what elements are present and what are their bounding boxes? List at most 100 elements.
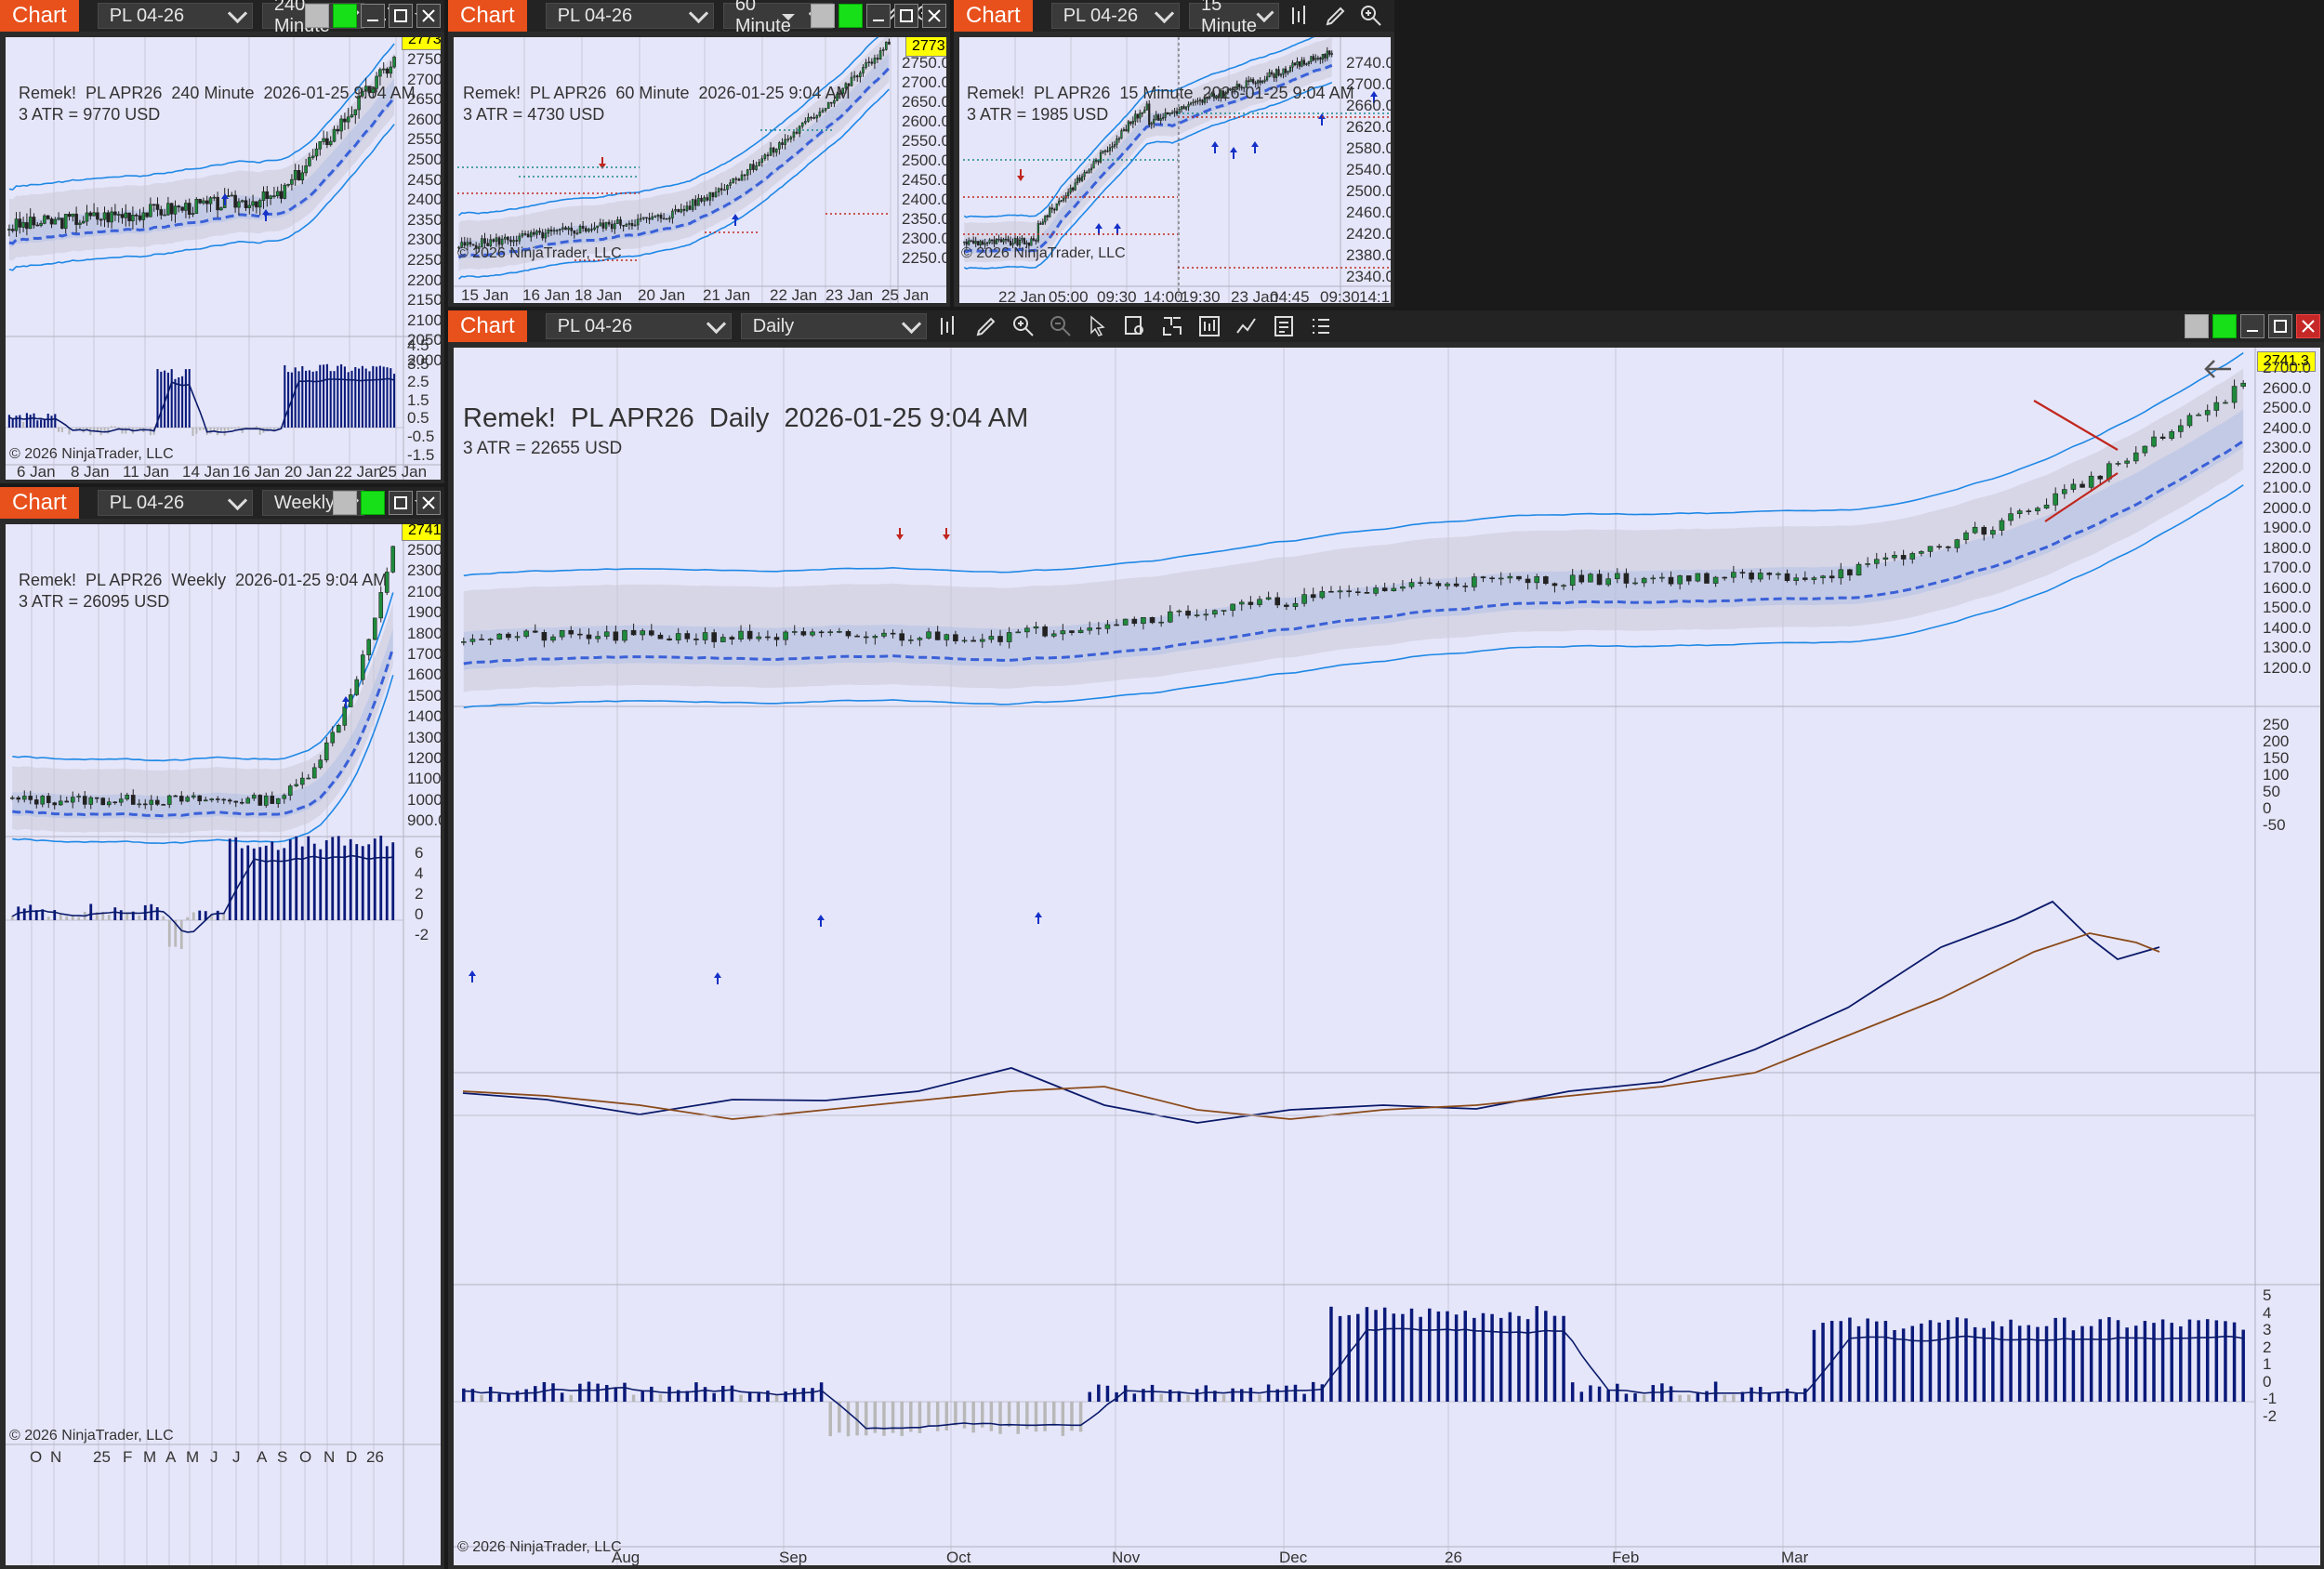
candle <box>837 627 842 634</box>
candle <box>1050 204 1053 214</box>
chart-tab[interactable]: Chart <box>448 310 527 342</box>
candle <box>671 208 674 224</box>
dropdown-arrow-icon[interactable] <box>775 4 801 30</box>
chart-panel[interactable]: Remek! PL APR26 Weekly 2026-01-25 9:04 A… <box>6 524 441 1565</box>
histogram-bar <box>2098 1319 2103 1402</box>
candle <box>1279 73 1283 78</box>
strategies-icon[interactable] <box>1271 313 1297 339</box>
chart-tab[interactable]: Chart <box>954 0 1033 32</box>
candle <box>622 224 625 231</box>
maximize-button[interactable] <box>894 4 918 28</box>
histogram-bar <box>497 1393 502 1402</box>
candle <box>503 233 507 244</box>
buy-arrow-icon <box>1095 223 1103 235</box>
candle <box>1981 525 1987 541</box>
histogram-bar <box>111 426 113 428</box>
candle <box>1900 549 1907 566</box>
price-tick: 2540.0 <box>1346 161 1391 178</box>
chart-tab[interactable]: Chart <box>448 0 527 32</box>
candle <box>145 212 149 218</box>
candle <box>1561 584 1566 590</box>
link-button[interactable] <box>2212 314 2237 338</box>
indicators-icon[interactable] <box>1234 313 1260 339</box>
candle <box>619 216 622 230</box>
candle <box>1263 75 1266 84</box>
templates-icon[interactable] <box>1308 313 1334 339</box>
pencil-icon[interactable] <box>1324 3 1348 29</box>
chart-panel[interactable]: Remek! PL APR26 Daily 2026-01-25 9:04 AM… <box>454 348 2320 1565</box>
instrument-selector[interactable]: PL 04-26 <box>545 3 714 29</box>
properties-icon[interactable] <box>1159 313 1185 339</box>
zoom-in-icon[interactable] <box>1010 313 1037 339</box>
histogram-bar <box>46 413 49 428</box>
chart-tab[interactable]: Chart <box>0 0 79 32</box>
chart-tab[interactable]: Chart <box>0 487 79 519</box>
period-label: Daily <box>752 315 795 336</box>
candle <box>1030 236 1033 246</box>
time-tick: 11 Jan <box>123 463 169 480</box>
candle <box>1820 574 1826 585</box>
data-box-icon[interactable] <box>1122 313 1148 339</box>
chart-panel[interactable]: Remek! PL APR26 15 Minute 2026-01-25 9:0… <box>959 37 1391 303</box>
candle <box>390 546 396 574</box>
close-button[interactable] <box>2296 314 2320 338</box>
candle <box>1009 236 1012 246</box>
candle <box>1793 574 1799 586</box>
instrument-selector[interactable]: PL 04-26 <box>97 3 253 29</box>
histogram-bar <box>1579 1391 1584 1402</box>
color-swatch-button[interactable] <box>333 491 357 515</box>
close-button[interactable] <box>416 4 441 28</box>
histogram-bar <box>11 418 14 428</box>
link-button[interactable] <box>361 491 385 515</box>
candle <box>786 135 790 143</box>
instrument-selector[interactable]: PL 04-26 <box>97 490 253 516</box>
candle <box>1829 570 1835 583</box>
price-tick: 2650.0 <box>407 90 441 109</box>
period-selector[interactable]: Daily <box>740 313 927 339</box>
histogram-bar <box>1034 1402 1038 1432</box>
zoom-in-icon[interactable] <box>1359 3 1383 29</box>
maximize-button[interactable] <box>389 4 413 28</box>
histogram-bar <box>1991 1321 1995 1402</box>
bar-type-icon[interactable] <box>1288 3 1313 29</box>
link-button[interactable] <box>838 4 863 28</box>
price-tick: 2300.0 <box>902 230 946 247</box>
instrument-selector[interactable]: PL 04-26 <box>545 313 732 339</box>
close-button[interactable] <box>922 4 946 28</box>
histogram-bar <box>255 426 257 428</box>
chart-trader-icon[interactable] <box>1196 313 1222 339</box>
candle <box>1480 575 1486 583</box>
candle <box>1108 143 1112 155</box>
candle <box>154 796 160 807</box>
link-button[interactable] <box>333 4 357 28</box>
period-selector[interactable]: 15 Minute <box>1188 0 1279 36</box>
candle <box>178 791 184 805</box>
candle <box>988 629 995 643</box>
minimize-button[interactable] <box>2240 314 2265 338</box>
chart-panel[interactable]: Remek! PL APR26 60 Minute 2026-01-25 9:0… <box>454 37 946 303</box>
close-button[interactable] <box>416 491 441 515</box>
histogram-bar <box>22 421 25 428</box>
candle <box>1083 169 1086 180</box>
pointer-icon[interactable] <box>1085 313 1111 339</box>
histogram-bar <box>462 1388 466 1402</box>
histogram-bar <box>195 428 198 434</box>
color-swatch-button[interactable] <box>305 4 329 28</box>
color-swatch-button[interactable] <box>2185 314 2209 338</box>
pencil-icon[interactable] <box>973 313 999 339</box>
chart-panel[interactable]: Remek! PL APR26 240 Minute 2026-01-25 9:… <box>6 37 441 480</box>
candle <box>1999 518 2005 536</box>
maximize-button[interactable] <box>2268 314 2292 338</box>
maximize-button[interactable] <box>389 491 413 515</box>
zoom-out-icon[interactable] <box>1048 313 1074 339</box>
color-swatch-button[interactable] <box>811 4 835 28</box>
candle <box>330 726 336 746</box>
histogram-bar <box>234 837 238 920</box>
bar-type-icon[interactable] <box>936 313 962 339</box>
histogram-bar <box>368 371 371 428</box>
minimize-button[interactable] <box>361 4 385 28</box>
instrument-selector[interactable]: PL 04-26 <box>1050 3 1180 29</box>
triangle-pattern <box>2033 400 2119 522</box>
minimize-button[interactable] <box>866 4 891 28</box>
candle <box>595 630 601 643</box>
